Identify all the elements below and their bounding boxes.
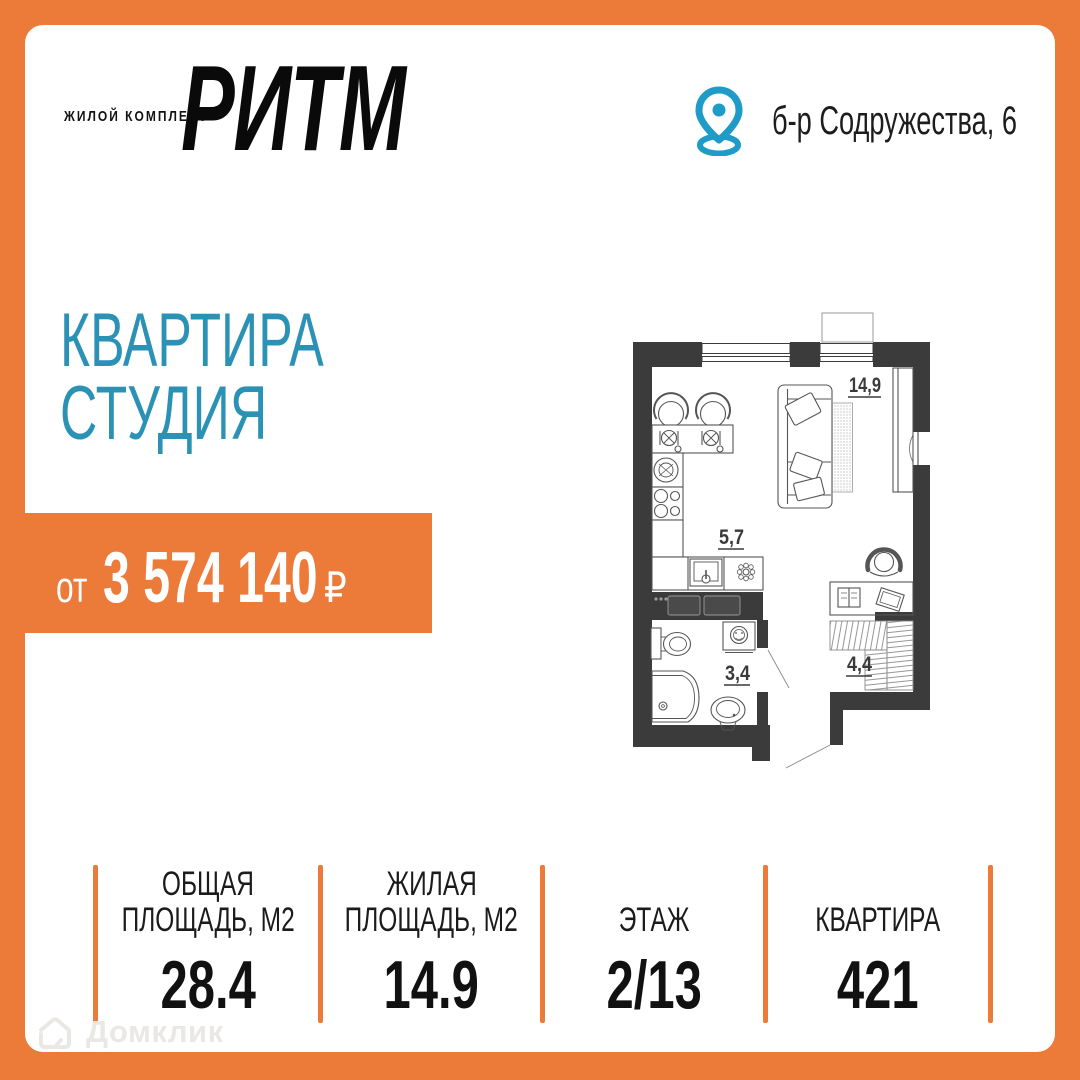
address-text: б-р Содружества, 6 xyxy=(772,99,1017,143)
stat-label: КВАРТИРА xyxy=(815,901,941,939)
stove-icon xyxy=(651,486,684,521)
floor-plan: 14,9 5,7 3,4 4,4 xyxy=(633,312,930,769)
plan-doors xyxy=(767,649,831,769)
wardrobe-hatch xyxy=(829,620,888,651)
apartment-type-heading: КВАРТИРА СТУДИЯ xyxy=(60,298,448,456)
complex-label: ЖИЛОЙ КОМПЛЕКС xyxy=(64,108,209,125)
stats-divider xyxy=(540,865,545,1023)
stool-icon xyxy=(657,400,685,428)
stool-back-icon xyxy=(653,392,689,420)
watermark-text: Домклик xyxy=(86,1014,224,1049)
stat-value: 421 xyxy=(837,947,919,1023)
toilet-icon xyxy=(662,631,692,657)
stat-label: ЭТАЖ xyxy=(618,901,690,939)
wardrobe-tall xyxy=(892,367,914,493)
location-pin-icon xyxy=(695,86,743,157)
room-area-hallway: 4,4 xyxy=(847,653,872,676)
plan-walls xyxy=(633,342,930,761)
shower-icon xyxy=(651,670,700,723)
apartment-type-line1: КВАРТИРА xyxy=(60,298,324,383)
price-banner: от 3 574 140 ₽ xyxy=(0,513,432,633)
plan-room-labels: 14,9 5,7 3,4 4,4 xyxy=(718,374,881,686)
plan-furniture xyxy=(650,367,914,731)
complex-name-logo: РИТМ xyxy=(181,40,406,176)
stat-value: 2/13 xyxy=(606,947,702,1023)
stool-back-icon xyxy=(695,392,731,420)
armchair-icon xyxy=(865,547,903,573)
stat-floor: ЭТАЖ 2/13 xyxy=(545,865,763,1019)
counter-cell xyxy=(651,519,684,558)
price-value: 3 574 140 xyxy=(102,538,318,618)
toilet-tank xyxy=(650,627,662,660)
stats-divider xyxy=(763,865,768,1023)
stat-value: 14.9 xyxy=(383,947,480,1023)
address-row: б-р Содружества, 6 xyxy=(693,84,1017,161)
stat-living-area: ЖИЛАЯ ПЛОЩАДЬ, М2 14.9 xyxy=(323,865,540,1019)
desk-icon xyxy=(829,581,914,616)
stats-divider xyxy=(318,865,323,1023)
room-area-bathroom: 3,4 xyxy=(725,662,750,685)
stat-label: ПЛОЩАДЬ, М2 xyxy=(121,901,295,939)
burner-icon xyxy=(742,568,750,576)
stat-value: 28.4 xyxy=(160,947,256,1023)
stats-divider xyxy=(93,865,98,1023)
stat-apartment-number: КВАРТИРА 421 xyxy=(768,865,988,1019)
stats-row: ОБЩАЯ ПЛОЩАДЬ, М2 28.4 ЖИЛАЯ ПЛОЩАДЬ, М2… xyxy=(0,865,1080,1023)
stat-label: ОБЩАЯ xyxy=(161,865,255,903)
apartment-type-line2: СТУДИЯ xyxy=(60,371,268,456)
domclick-house-icon xyxy=(39,1017,71,1049)
stat-label: ЖИЛАЯ xyxy=(386,865,477,903)
stat-total-area: ОБЩАЯ ПЛОЩАДЬ, М2 28.4 xyxy=(98,865,318,1019)
wardrobe-hatch xyxy=(886,620,914,691)
room-area-kitchen: 5,7 xyxy=(719,526,744,549)
ruble-sign: ₽ xyxy=(323,564,347,611)
stats-divider xyxy=(988,865,993,1023)
stool-icon xyxy=(699,400,727,428)
plan-windows xyxy=(701,312,930,465)
price-prefix: от xyxy=(56,563,88,612)
stat-label: ПЛОЩАДЬ, М2 xyxy=(344,901,519,939)
laptop-icon xyxy=(875,587,905,613)
wardrobe-hatch xyxy=(864,649,888,691)
room-area-living: 14,9 xyxy=(849,374,881,397)
balcony-outline xyxy=(821,312,874,343)
rug-icon xyxy=(832,402,853,493)
watermark: Домклик xyxy=(33,1014,224,1050)
